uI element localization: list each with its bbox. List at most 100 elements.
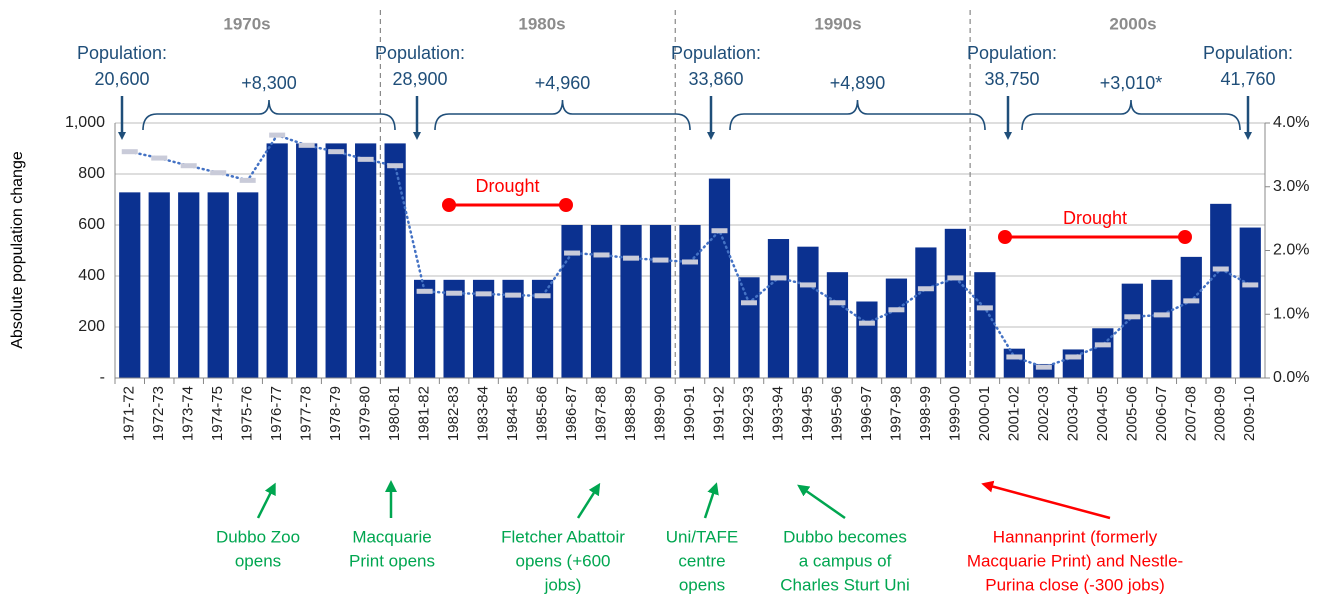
x-tick-label: 2001-02 [1005,386,1022,441]
event-label: opens [235,551,281,570]
growth-marker [682,259,698,265]
growth-marker [1035,364,1052,370]
y-tick-label: 1,000 [65,114,105,131]
drought-end [559,198,573,212]
event-label: Uni/TAFE [666,527,738,546]
bar [266,143,288,378]
brace [729,99,986,131]
population-label: Population: [77,43,167,63]
event-label: Macquarie [352,527,431,546]
x-tick-label: 1989-90 [651,386,668,441]
growth-marker [711,228,728,234]
y2-tick-label: 3.0% [1273,178,1309,195]
drought-end [998,230,1012,244]
growth-marker [416,288,433,294]
event-label: Fletcher Abattoir [501,527,625,546]
x-tick-label: 2007-08 [1182,386,1199,441]
x-tick-label: 2002-03 [1035,386,1052,441]
growth-marker [1212,266,1229,272]
x-tick-label: 1991-92 [710,386,727,441]
x-tick-label: 1974-75 [209,386,226,441]
x-tick-label: 2005-06 [1123,386,1140,441]
x-tick-label: 2008-09 [1212,386,1229,441]
bar [384,143,406,378]
bar [443,279,465,378]
event-arrow [981,480,1111,520]
event-label: Dubbo becomes [783,527,907,546]
decade-label: 1980s [518,14,565,33]
y-axis-title: Absolute population change [9,151,26,349]
change-label: +8,300 [241,73,297,93]
bar [944,228,966,378]
x-tick-label: 2009-10 [1241,386,1258,441]
growth-marker [357,156,374,162]
event-label: Dubbo Zoo [216,527,300,546]
bar [148,192,170,378]
event-label: opens (+600 [516,551,611,570]
y-tick-label: 200 [78,318,105,335]
growth-marker [1183,298,1200,304]
growth-marker [1242,282,1259,288]
event-label: Charles Sturt Uni [780,575,909,594]
event-label: opens [679,575,725,594]
growth-marker [534,293,551,299]
growth-marker [298,142,315,148]
brace [142,99,396,131]
bar [414,279,436,378]
population-value: 38,750 [984,69,1039,89]
growth-marker [564,250,581,256]
population-label: Population: [1203,43,1293,63]
bar [178,192,200,378]
x-tick-label: 1993-94 [769,386,786,441]
x-tick-label: 1987-88 [593,386,610,441]
event-label: Macquarie Print) and Nestle- [967,551,1183,570]
growth-marker [151,155,168,161]
y-tick-label: 800 [78,165,105,182]
growth-marker [210,170,227,176]
event-label: Print opens [349,551,435,570]
bar [885,278,908,378]
brace [434,99,691,131]
growth-marker [121,149,138,155]
x-tick-label: 1996-97 [858,386,875,441]
bar [856,301,878,378]
y2-tick-label: 0.0% [1273,369,1309,386]
growth-marker [770,275,787,281]
event-arrow [576,482,601,519]
growth-marker [917,286,934,292]
bar [620,225,642,378]
x-tick-label: 2004-05 [1094,386,1111,441]
growth-marker [652,257,669,263]
growth-marker [1094,342,1111,348]
growth-marker [328,149,345,155]
bar [679,225,701,378]
y2-tick-label: 2.0% [1273,242,1309,259]
growth-marker [505,292,522,298]
x-tick-label: 1999-00 [946,386,963,441]
x-tick-label: 1997-98 [887,386,904,441]
bar [355,143,377,378]
x-tick-label: 1977-78 [298,386,315,441]
growth-marker [947,275,964,281]
drought-end [442,198,456,212]
x-tick-label: 1978-79 [327,386,344,441]
bar [561,225,583,378]
change-label: +4,890 [830,73,886,93]
x-tick-label: 1994-95 [799,386,816,441]
bar [237,192,259,378]
decade-label: 2000s [1109,14,1156,33]
growth-marker [475,291,492,297]
x-tick-label: 1976-77 [268,386,285,441]
population-value: 33,860 [688,69,743,89]
bar [738,277,760,378]
brace [1021,99,1241,131]
growth-marker [976,305,993,311]
x-tick-label: 1995-96 [828,386,845,441]
event-label: jobs) [544,575,582,594]
x-tick-label: 1971-72 [121,386,138,441]
bar [974,272,996,378]
x-tick-label: 2003-04 [1064,386,1081,441]
growth-marker [239,177,256,183]
growth-marker [269,132,286,138]
